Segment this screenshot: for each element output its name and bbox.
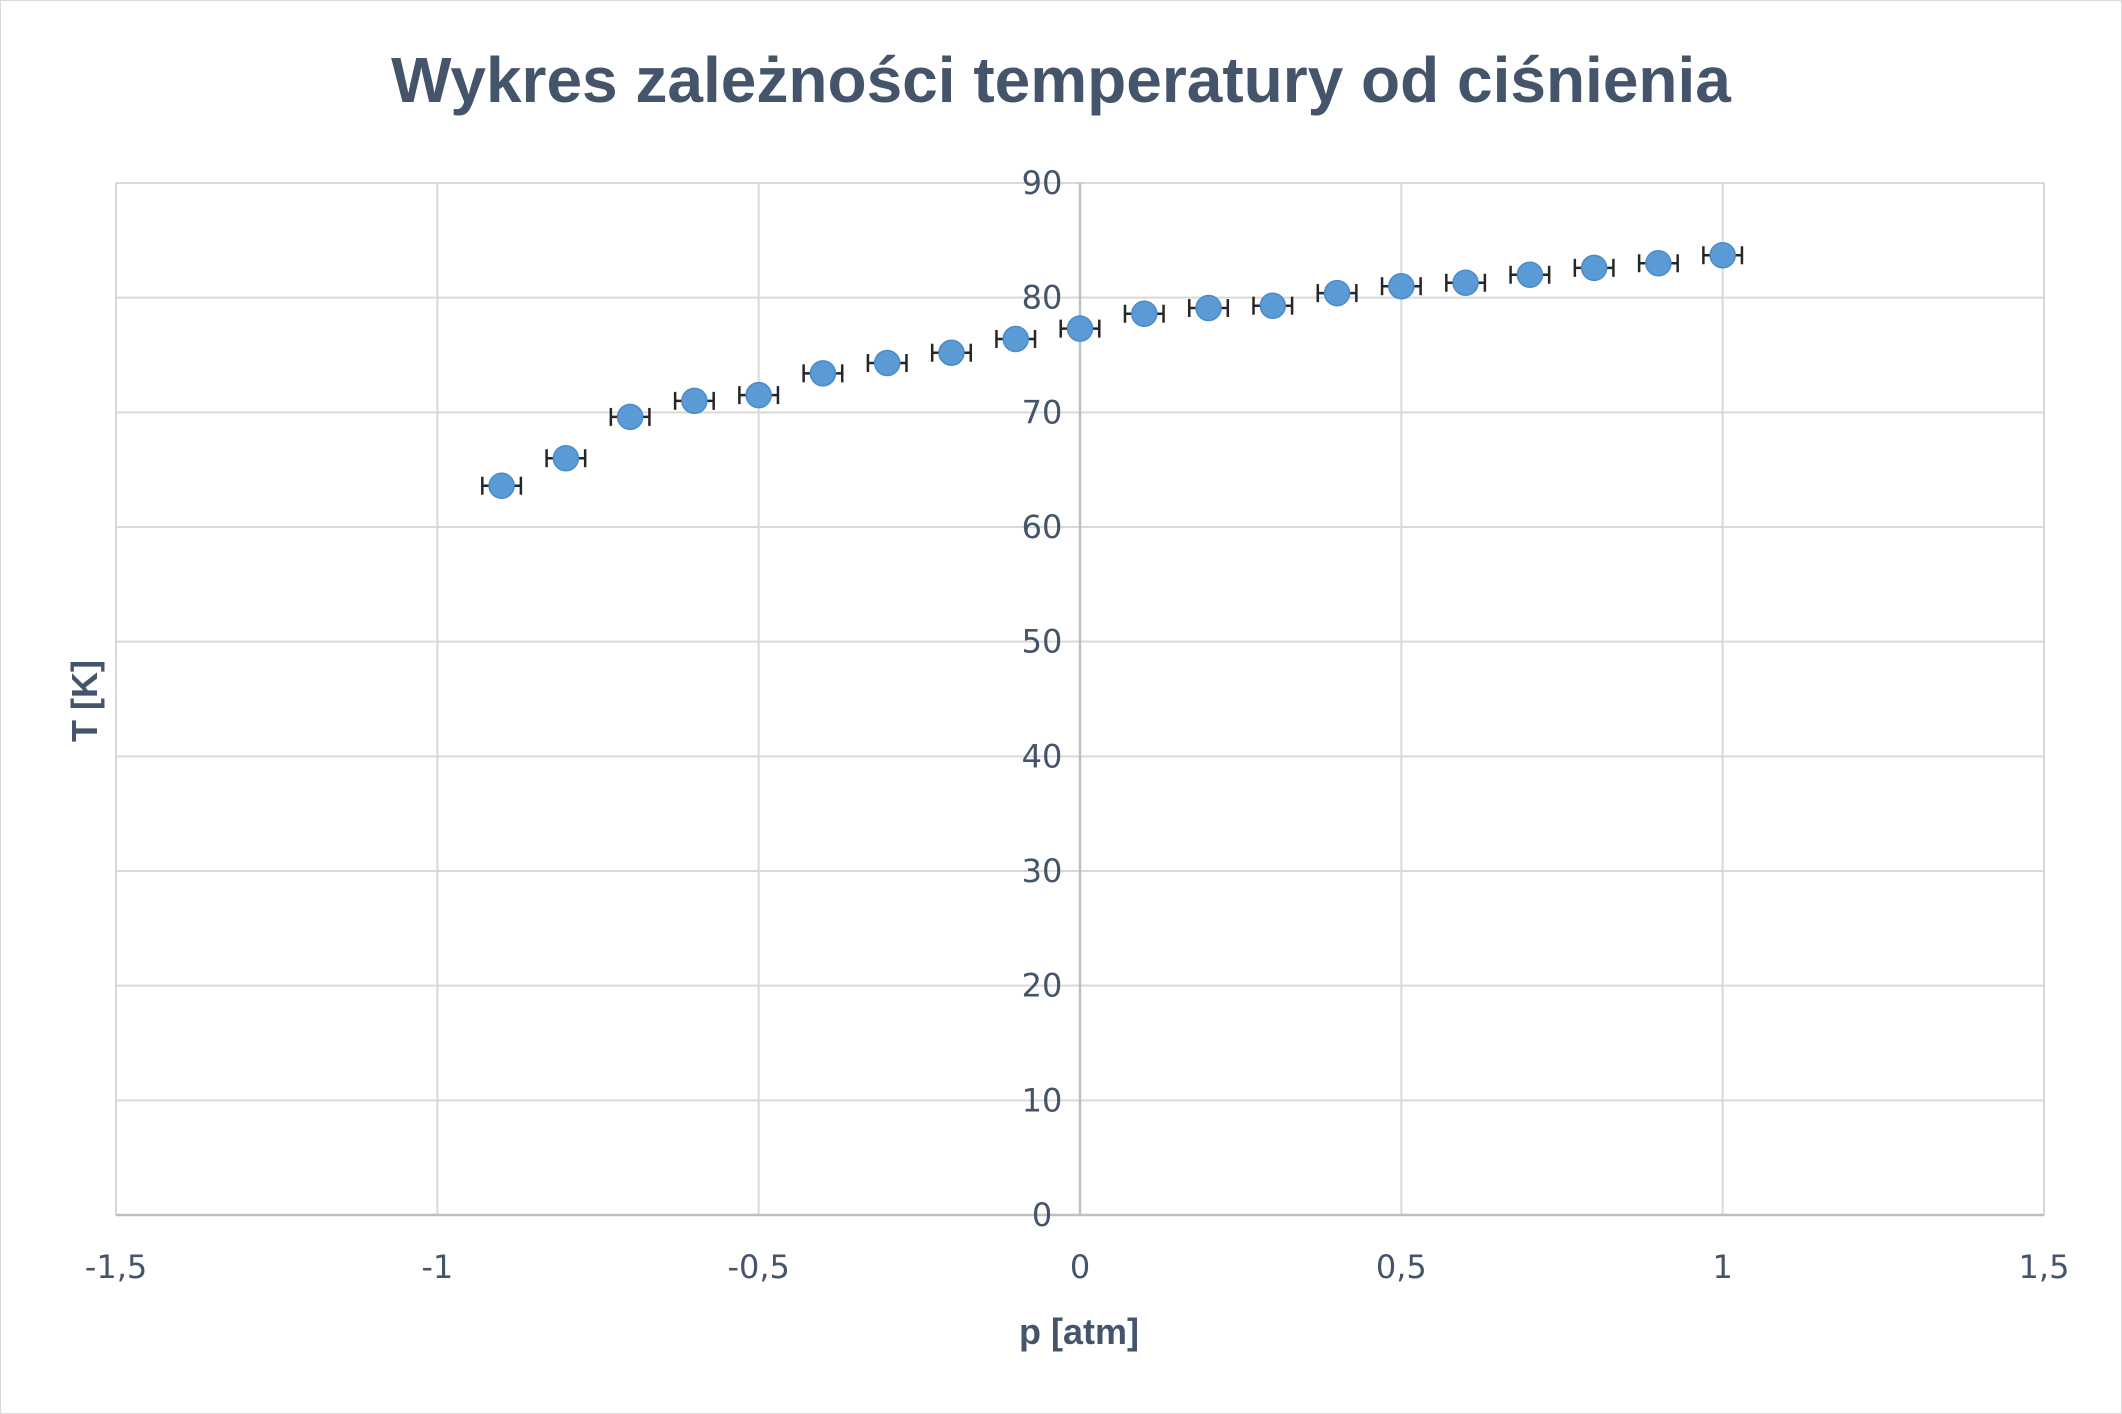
data-point: [1645, 250, 1672, 277]
y-tick-label: 30: [1022, 852, 1063, 890]
y-tick-label: 60: [1022, 508, 1063, 546]
data-point: [488, 472, 515, 499]
data-point: [1066, 315, 1094, 342]
data-point: [1388, 272, 1415, 300]
error-bars: [481, 246, 1744, 495]
y-tick-label: 40: [1022, 737, 1063, 775]
data-point: [1259, 292, 1287, 319]
y-tick-label: 90: [1022, 164, 1063, 202]
y-tick-label: 70: [1022, 393, 1063, 431]
x-tick-label: 0: [1070, 1248, 1090, 1286]
data-point: [938, 339, 965, 366]
data-point: [1131, 300, 1158, 327]
data-point: [1452, 269, 1479, 297]
data-point: [616, 403, 644, 431]
y-tick-label: 80: [1022, 279, 1063, 317]
x-tick-label: 1: [1712, 1248, 1732, 1286]
data-point: [1195, 294, 1222, 322]
y-axis-title: T [K]: [64, 660, 105, 742]
chart-title: Wykres zależności temperatury od ciśnien…: [391, 44, 1731, 116]
y-tick-label: 20: [1022, 967, 1063, 1005]
x-tick-label: -1: [421, 1248, 453, 1286]
data-point: [1580, 254, 1608, 282]
x-tick-label: -1,5: [85, 1248, 147, 1286]
tick-labels: -1,5 -1 -0,5 0 0,5 1 1,5 0 10 20 30 40 50 60 70 80 90: [85, 164, 2070, 1286]
x-tick-label: 1,5: [2019, 1248, 2070, 1286]
data-point: [552, 444, 580, 472]
data-point: [809, 360, 837, 387]
x-tick-label: 0,5: [1376, 1248, 1427, 1286]
data-point: [681, 387, 708, 415]
data-point: [745, 381, 772, 409]
data-point: [873, 349, 901, 377]
data-point: [1516, 261, 1544, 288]
data-point: [1323, 279, 1351, 307]
data-point: [1002, 325, 1029, 353]
x-tick-label: -0,5: [727, 1248, 789, 1286]
y-tick-label: 10: [1022, 1081, 1063, 1119]
data-point: [1709, 241, 1736, 269]
axis-layer: [116, 183, 2044, 1217]
y-tick-label: 0: [1032, 1196, 1052, 1234]
x-axis-title: p [atm]: [1019, 1311, 1139, 1352]
y-tick-label: 50: [1022, 623, 1063, 661]
data-points: [488, 241, 1736, 499]
